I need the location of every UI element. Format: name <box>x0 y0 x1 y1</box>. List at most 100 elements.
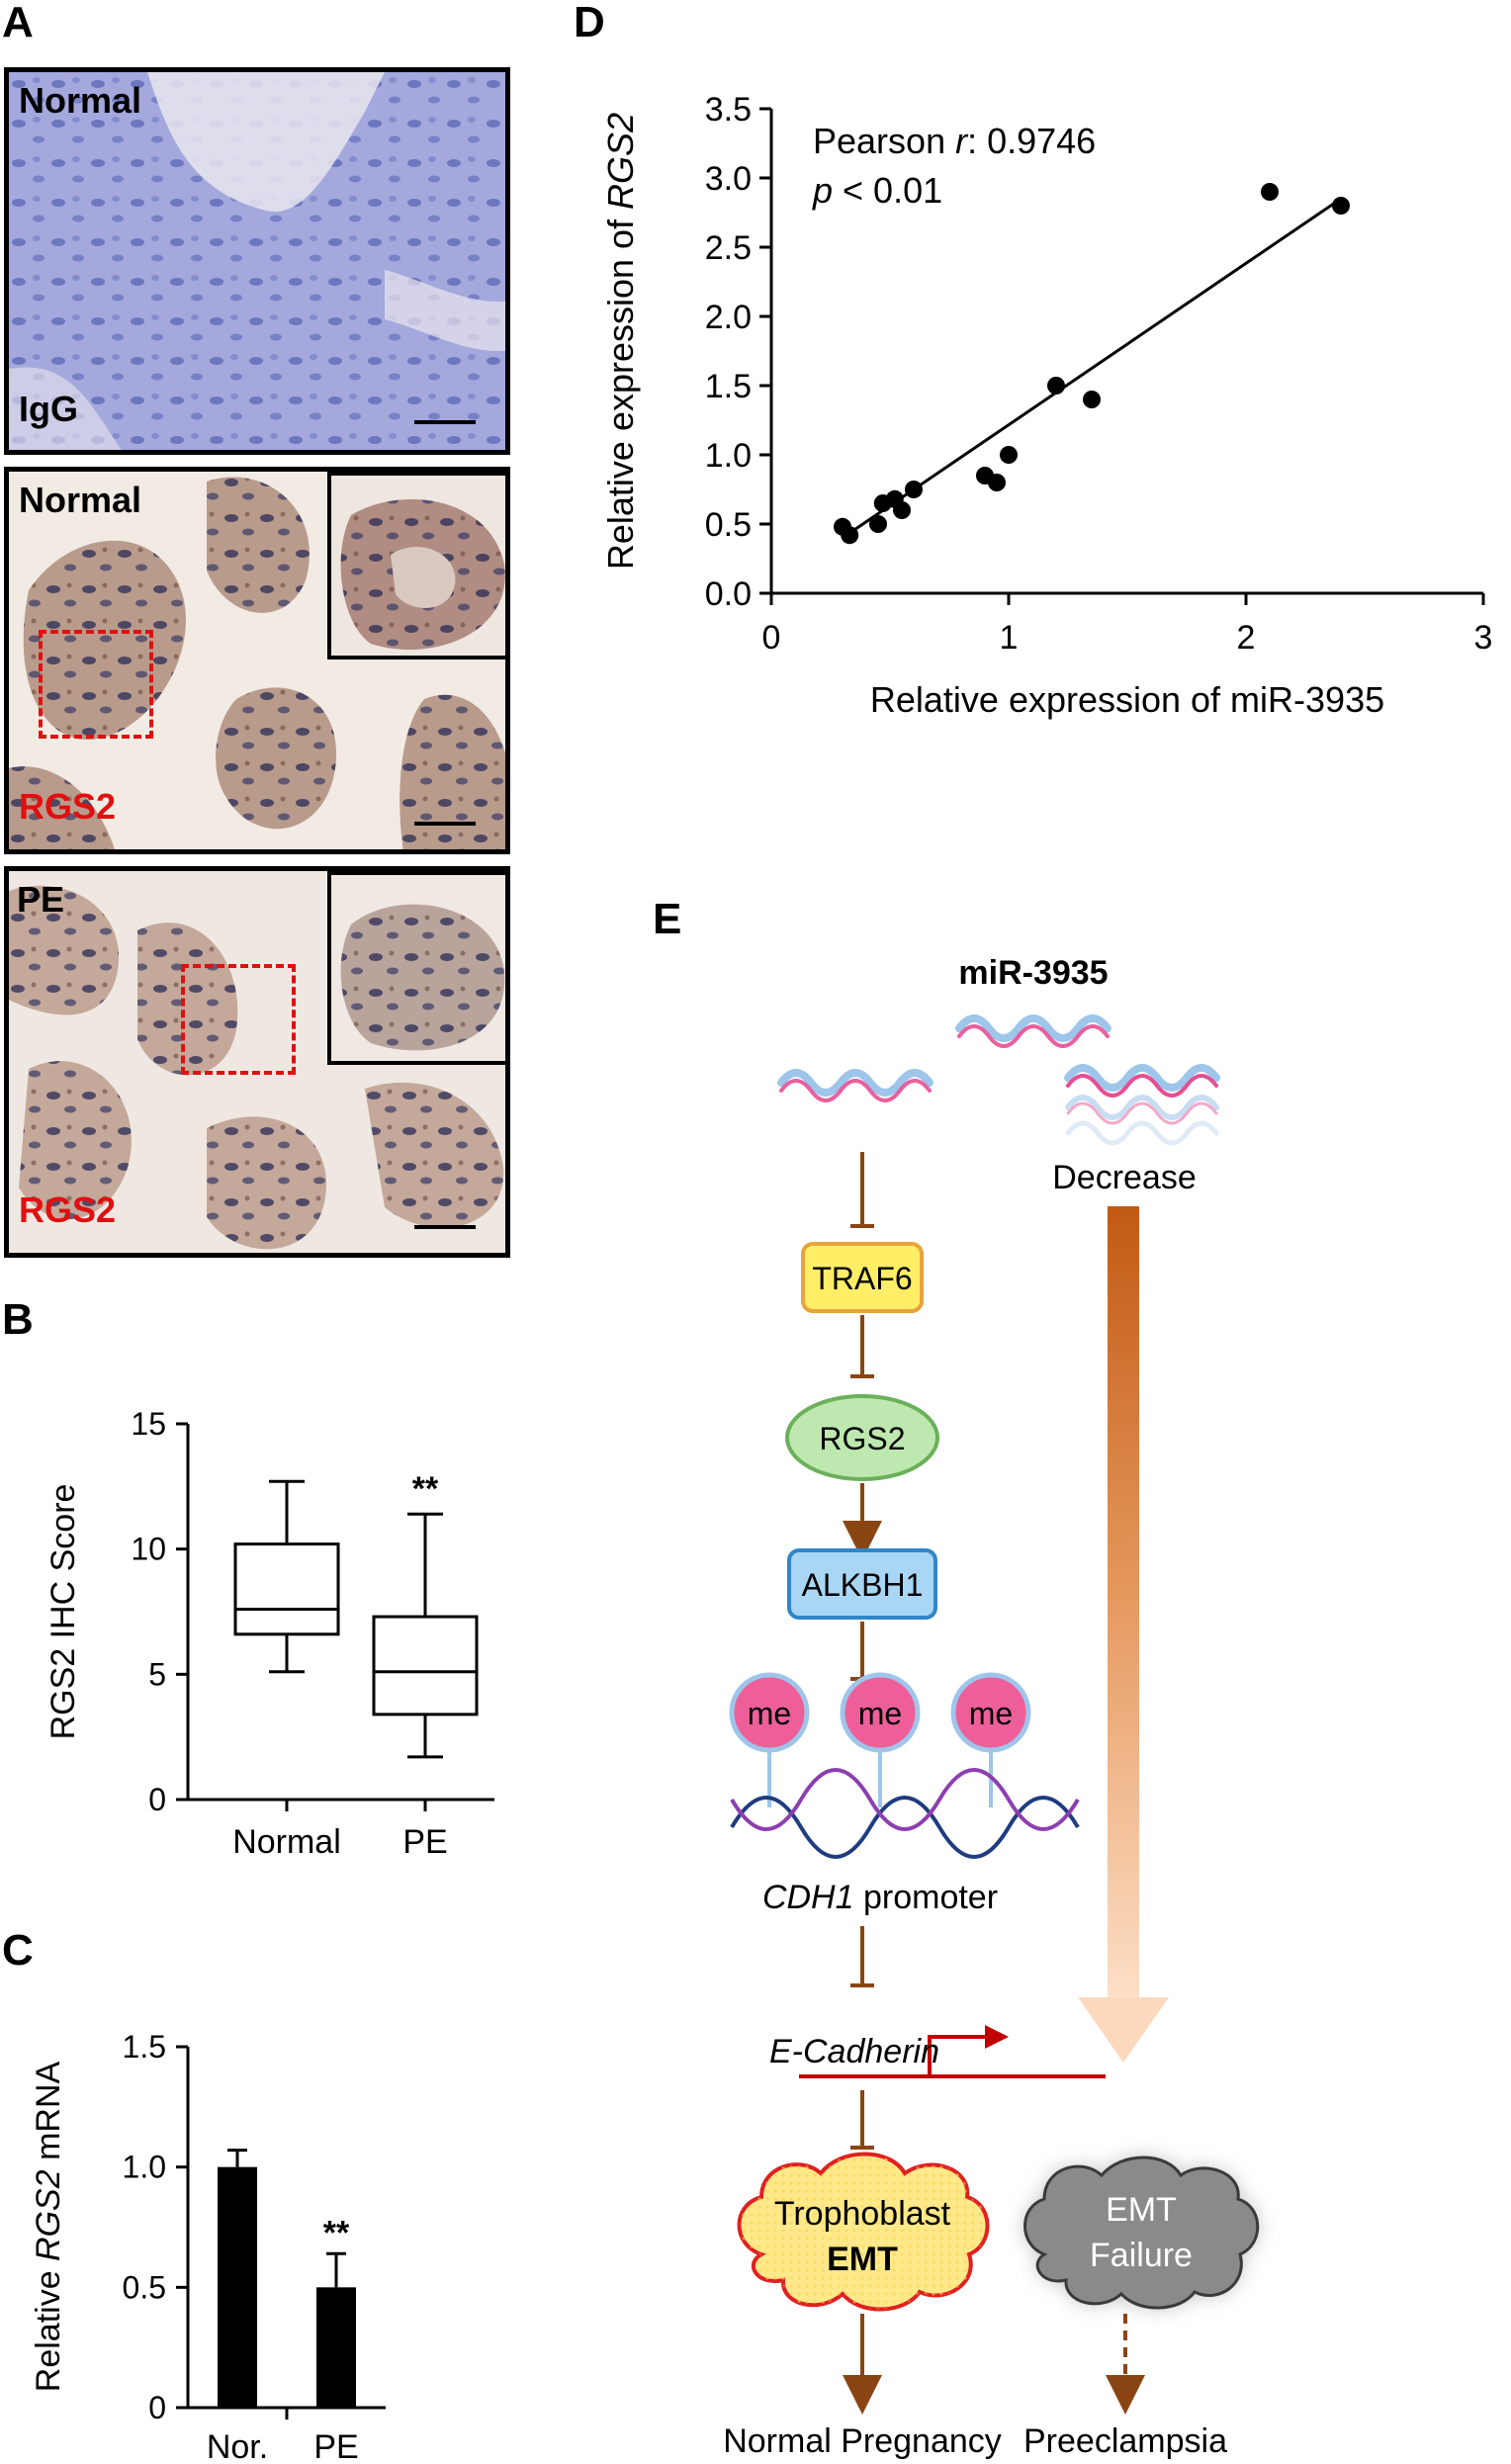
x-tick-label: 0 <box>762 619 781 657</box>
data-point <box>1000 446 1018 464</box>
scale-bar <box>414 1225 476 1229</box>
mirna-wave-decrease-icon <box>1064 1064 1220 1146</box>
zoom-inset <box>327 472 505 660</box>
chart-d-scatter: 0.0 0.5 1.0 1.5 2.0 2.5 3.0 3.5 0 1 2 3 Pearson r:… <box>600 91 1493 720</box>
x-axis-label: Relative expression of miR-3935 <box>870 679 1384 720</box>
p-value-text: p < 0.01 <box>812 170 942 211</box>
data-point <box>1261 183 1279 201</box>
x-tick-label: PE <box>402 1823 447 1861</box>
image-bottom-label: RGS2 <box>19 1189 117 1230</box>
alkbh1-label: ALKBH1 <box>802 1567 924 1603</box>
data-point <box>1332 197 1350 215</box>
me-label: me <box>858 1696 902 1731</box>
emt-failure-cloud <box>1023 2156 1260 2310</box>
data-point <box>1047 377 1065 395</box>
chart-c-bar: 0 0.5 1.0 1.5 ** Nor. PE Relative RGS2 mRNA <box>30 2029 386 2464</box>
inhibit-line-mirna-traf6 <box>850 1152 874 1228</box>
inhibit-line-alkbh1-me <box>850 1622 874 1681</box>
emt-failure-label-line2: Failure <box>1090 2237 1193 2274</box>
y-tick-label: 2.5 <box>705 229 752 267</box>
dna-helix-icon <box>730 1768 1080 1859</box>
bar <box>218 2166 257 2408</box>
trophoblast-label-line1: Trophoblast <box>774 2195 951 2233</box>
scale-bar <box>414 420 476 424</box>
ecadherin-label: E-Cadherin <box>769 2033 939 2070</box>
y-tick-label: 3.0 <box>705 160 752 198</box>
roi-box <box>39 630 153 739</box>
me-label: me <box>969 1696 1013 1731</box>
micrograph-normal-rgs2: Normal RGS2 <box>4 467 510 854</box>
y-tick-label: 5 <box>148 1656 166 1692</box>
panel-letter-e: E <box>653 895 682 943</box>
box-pe <box>372 1512 479 1759</box>
y-tick-label: 15 <box>131 1406 166 1442</box>
y-tick-label: 10 <box>131 1532 166 1567</box>
bar-pe <box>316 2251 356 2408</box>
y-tick-label: 1.0 <box>123 2150 166 2185</box>
micrograph-pe-rgs2: PE RGS2 <box>4 866 510 1258</box>
methyl-group-1: me <box>729 1672 810 1807</box>
image-top-label: Normal <box>19 480 142 520</box>
trophoblast-emt-cloud <box>737 2152 990 2312</box>
rgs2-label: RGS2 <box>819 1421 905 1456</box>
data-point <box>893 501 911 519</box>
ecadherin-gene-icon <box>799 2025 1106 2078</box>
y-axis-label: Relative expression of RGS2 <box>600 113 641 570</box>
pathway-diagram: miR-3935 Decrease TRAF6 RGS2 ALKBH1 <box>723 954 1260 2460</box>
data-point <box>988 474 1006 491</box>
y-tick-label: 2.0 <box>705 299 752 336</box>
y-tick-label: 1.5 <box>705 368 752 405</box>
y-tick-label: 0.0 <box>705 575 752 613</box>
me-label: me <box>748 1696 791 1731</box>
y-tick-label: 3.5 <box>705 91 752 129</box>
roi-box <box>181 964 296 1075</box>
y-tick-label: 1.5 <box>123 2029 166 2065</box>
decrease-label: Decrease <box>1052 1159 1197 1196</box>
decrease-big-arrow <box>1078 1206 1169 2063</box>
emt-failure-label-line1: EMT <box>1106 2191 1177 2229</box>
tissue-image <box>9 72 505 450</box>
bar <box>316 2287 356 2408</box>
chart-b-boxplot: 0 5 10 15 ** Normal PE RGS2 IHC Score <box>44 1406 494 1861</box>
y-axis-label: RGS2 IHC Score <box>44 1484 82 1740</box>
zoom-inset <box>327 871 505 1065</box>
box-iqr <box>372 1615 479 1716</box>
y-tick-label: 1.0 <box>705 437 752 475</box>
y-tick-label: 0.5 <box>705 506 752 544</box>
box-iqr <box>233 1542 340 1636</box>
panel-letter-b: B <box>2 1295 34 1344</box>
inhibit-line-promoter-ecad <box>850 1926 874 1987</box>
rgs2-node <box>785 1394 939 1481</box>
outcome-preeclampsia: Preeclampsia <box>1023 2422 1227 2460</box>
inhibit-line-traf6-rgs2 <box>850 1315 874 1378</box>
image-bottom-label: RGS2 <box>19 786 117 827</box>
alkbh1-node <box>787 1548 937 1620</box>
significance-label: ** <box>412 1470 439 1508</box>
image-top-label: Normal <box>19 80 142 121</box>
scale-bar <box>414 822 476 826</box>
micrograph-normal-igg: Normal IgG <box>4 67 510 455</box>
data-point <box>1083 391 1101 408</box>
box-normal <box>233 1479 340 1674</box>
x-tick-label: 3 <box>1474 619 1493 657</box>
y-tick-label: 0.5 <box>123 2269 166 2305</box>
panel-letter-a: A <box>2 0 34 46</box>
methyl-group-2: me <box>840 1672 921 1807</box>
image-bottom-label: IgG <box>19 389 78 429</box>
image-top-label: PE <box>17 879 65 920</box>
y-tick-label: 0 <box>148 1782 166 1817</box>
y-tick-label: 0 <box>148 2390 166 2425</box>
x-tick-label: Nor. <box>207 2428 268 2464</box>
traf6-label: TRAF6 <box>812 1261 912 1296</box>
significance-label: ** <box>323 2214 350 2251</box>
tissue-image <box>9 472 505 849</box>
data-point <box>905 481 923 498</box>
panel-letter-c: C <box>2 1926 34 1975</box>
bar-nor <box>218 2149 257 2408</box>
x-tick-label: 1 <box>1000 619 1019 657</box>
cdh1-promoter-label: CDH1 promoter <box>762 1879 998 1916</box>
outcome-normal-pregnancy: Normal Pregnancy <box>723 2422 1002 2460</box>
traf6-node <box>801 1242 924 1313</box>
mirna-wave-icon <box>955 1014 1111 1048</box>
trophoblast-label-line2: EMT <box>827 2241 898 2278</box>
